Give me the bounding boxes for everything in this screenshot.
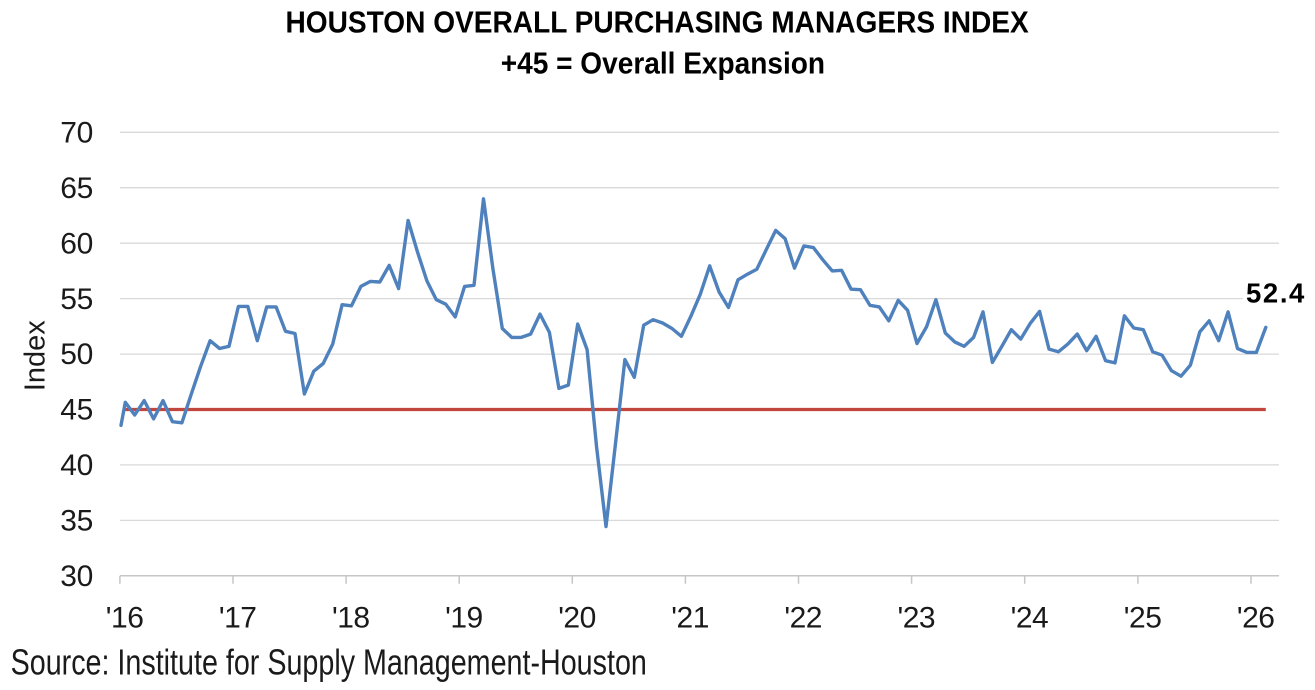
svg-text:+45 = Overall Expansion: +45 = Overall Expansion — [501, 46, 825, 80]
svg-text:52.4: 52.4 — [1246, 278, 1306, 309]
svg-text:Index: Index — [20, 320, 52, 391]
svg-text:'21: '21 — [671, 602, 709, 635]
svg-text:'17: '17 — [219, 602, 257, 635]
svg-text:Source: Institute for Supply M: Source: Institute for Supply Management-… — [11, 642, 647, 682]
svg-text:45: 45 — [60, 394, 93, 427]
svg-text:'26: '26 — [1237, 602, 1275, 635]
svg-text:'18: '18 — [332, 602, 370, 635]
svg-text:30: 30 — [60, 560, 93, 593]
svg-text:65: 65 — [60, 172, 93, 205]
svg-text:'22: '22 — [784, 602, 822, 635]
svg-text:40: 40 — [60, 449, 93, 482]
svg-text:50: 50 — [60, 338, 93, 371]
svg-text:35: 35 — [60, 505, 93, 538]
svg-text:'23: '23 — [897, 602, 935, 635]
svg-text:60: 60 — [60, 227, 93, 260]
svg-text:'25: '25 — [1124, 602, 1162, 635]
svg-text:'16: '16 — [106, 602, 144, 635]
svg-text:'20: '20 — [558, 602, 596, 635]
svg-text:'24: '24 — [1011, 602, 1049, 635]
svg-text:70: 70 — [60, 117, 93, 150]
svg-text:55: 55 — [60, 283, 93, 316]
svg-text:'19: '19 — [445, 602, 483, 635]
svg-text:HOUSTON OVERALL PURCHASING MAN: HOUSTON OVERALL PURCHASING MANAGERS INDE… — [285, 6, 1029, 40]
